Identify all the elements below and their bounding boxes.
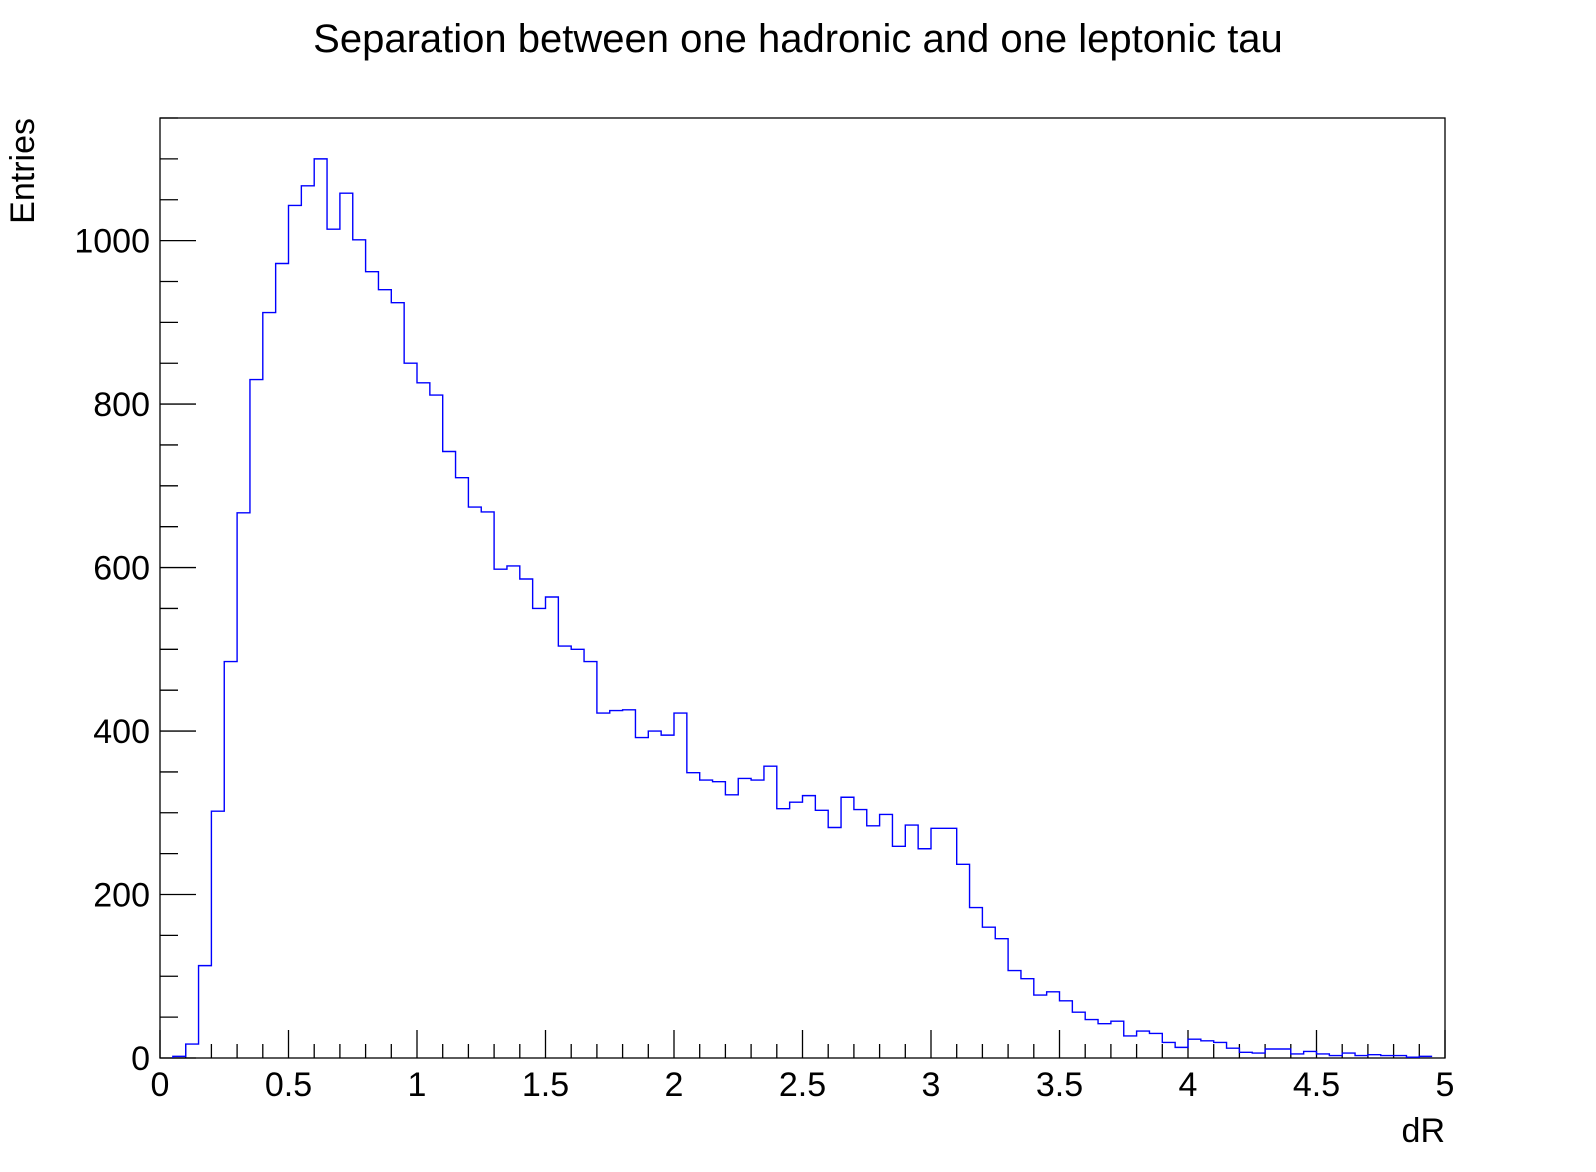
x-axis-label: dR <box>1402 1112 1445 1150</box>
x-tick-label: 3 <box>922 1066 941 1104</box>
y-tick-label: 400 <box>93 713 150 751</box>
y-tick-labels: 0 200 400 600 800 1000 <box>74 223 150 1078</box>
x-tick-label: 2 <box>665 1066 684 1104</box>
x-tick-label: 4.5 <box>1293 1066 1340 1104</box>
y-axis-label: Entries <box>4 118 42 224</box>
histogram-series-line <box>172 158 1433 1058</box>
y-tick-label: 200 <box>93 877 150 915</box>
x-tick-label: 4 <box>1179 1066 1198 1104</box>
x-tick-label: 5 <box>1436 1066 1455 1104</box>
y-tick-label: 0 <box>131 1040 150 1078</box>
x-tick-label: 0 <box>151 1066 170 1104</box>
y-tick-label: 1000 <box>74 223 150 261</box>
chart-title: Separation between one hadronic and one … <box>313 17 1283 61</box>
x-tick-labels: 0 0.5 1 1.5 2 2.5 3 3.5 4 4.5 5 <box>151 1066 1455 1104</box>
x-tick-label: 1.5 <box>522 1066 569 1104</box>
x-tick-label: 3.5 <box>1036 1066 1083 1104</box>
x-tick-label: 1 <box>408 1066 427 1104</box>
x-tick-label: 0.5 <box>265 1066 312 1104</box>
y-tick-label: 600 <box>93 550 150 588</box>
plot-frame <box>159 117 1446 1059</box>
x-tick-label: 2.5 <box>779 1066 826 1104</box>
axis-ticks <box>159 117 1446 1059</box>
y-tick-label: 800 <box>93 386 150 424</box>
